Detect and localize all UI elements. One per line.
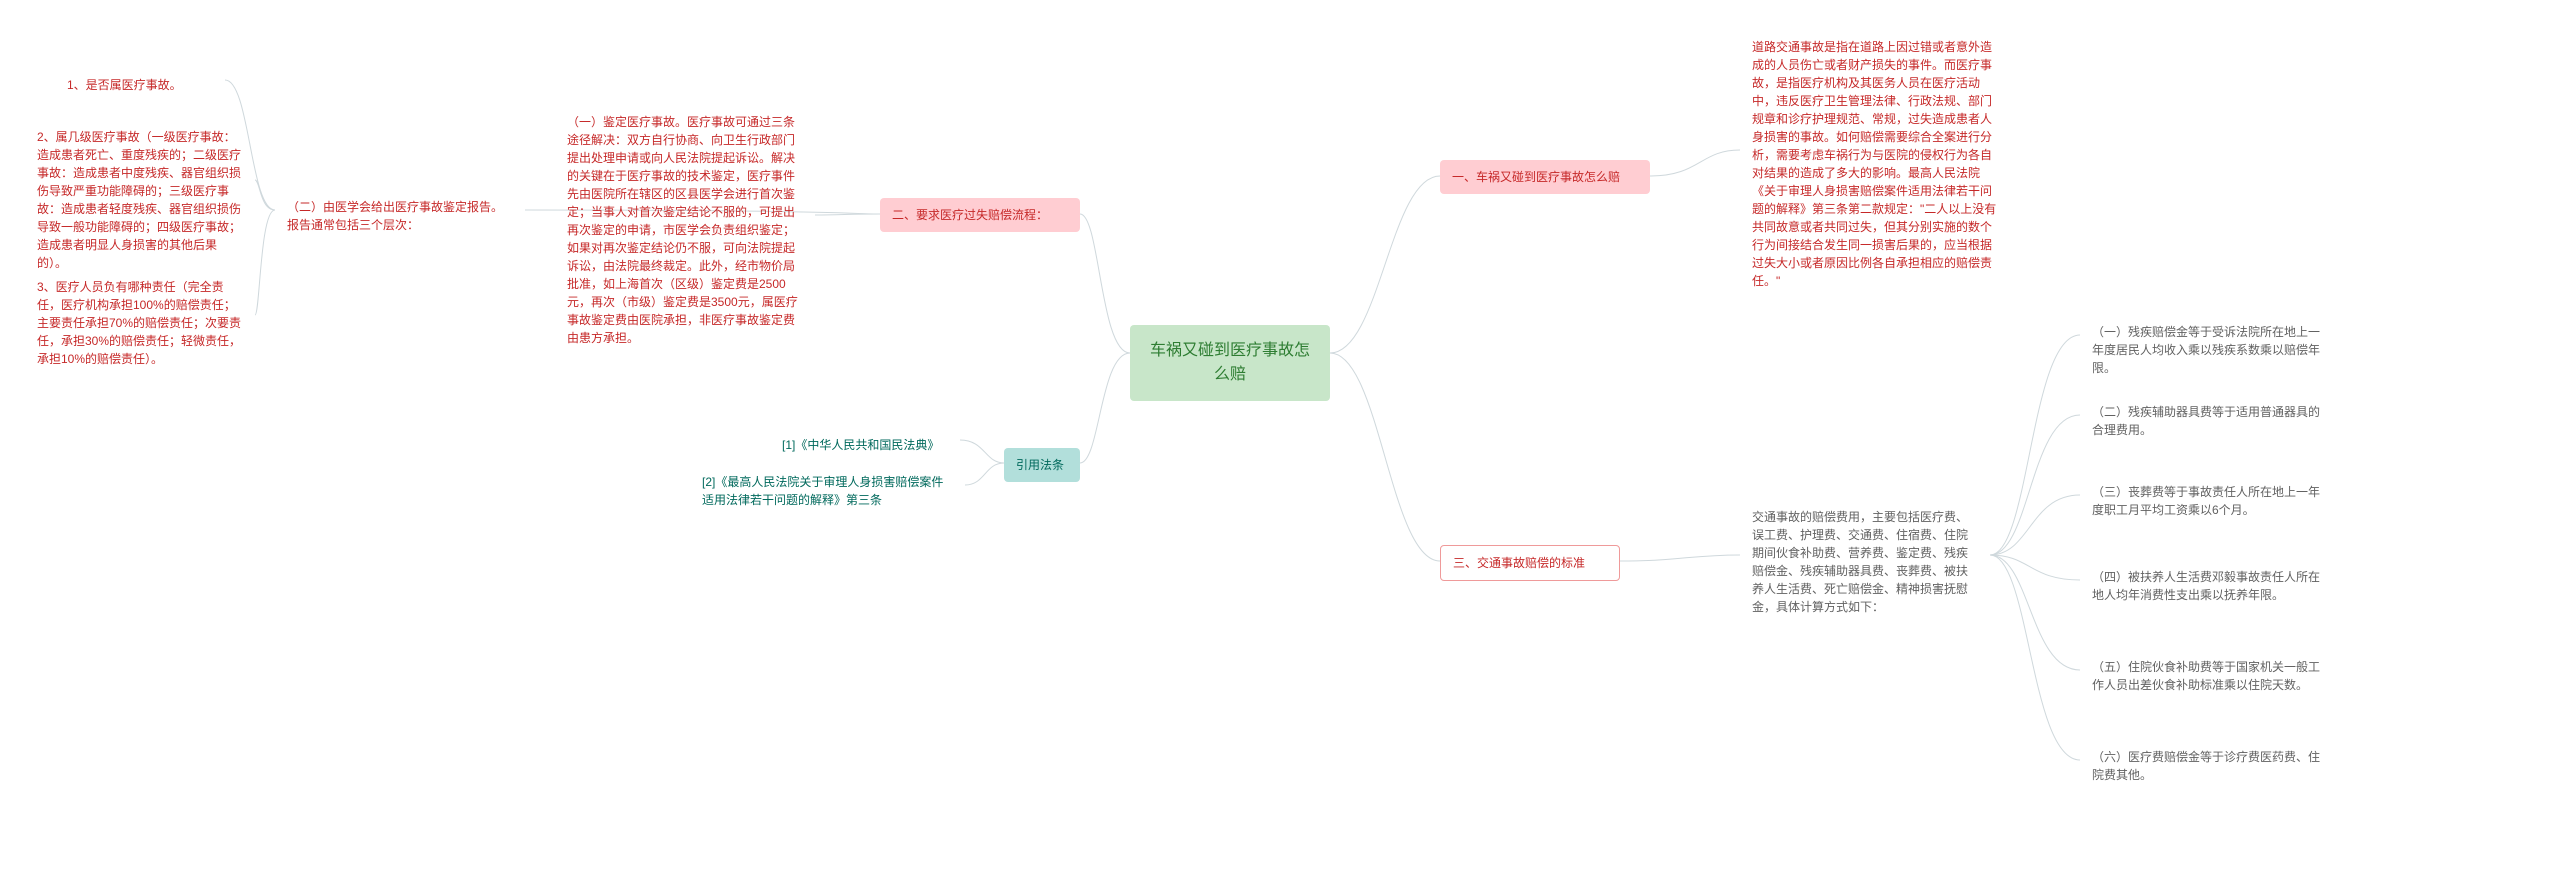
- mindmap-node: 3、医疗人员负有哪种责任（完全责任，医疗机构承担100%的赔偿责任；主要责任承担…: [25, 270, 255, 376]
- mindmap-node: （六）医疗费赔偿金等于诊疗费医药费、住院费其他。: [2080, 740, 2340, 792]
- mindmap-node: （五）住院伙食补助费等于国家机关一般工作人员出差伙食补助标准乘以住院天数。: [2080, 650, 2340, 702]
- mindmap-node: （一）鉴定医疗事故。医疗事故可通过三条途径解决：双方自行协商、向卫生行政部门提出…: [555, 105, 815, 355]
- mindmap-node: 一、车祸又碰到医疗事故怎么赔: [1440, 160, 1650, 194]
- mindmap-root: 车祸又碰到医疗事故怎么赔: [1130, 325, 1330, 401]
- mindmap-node: [2]《最高人民法院关于审理人身损害赔偿案件适用法律若干问题的解释》第三条: [690, 465, 965, 517]
- mindmap-node: （三）丧葬费等于事故责任人所在地上一年度职工月平均工资乘以6个月。: [2080, 475, 2340, 527]
- mindmap-node: 1、是否属医疗事故。: [55, 68, 225, 102]
- mindmap-node: （二）由医学会给出医疗事故鉴定报告。报告通常包括三个层次：: [275, 190, 525, 242]
- mindmap-node: 2、属几级医疗事故（一级医疗事故：造成患者死亡、重度残疾的；二级医疗事故：造成患…: [25, 120, 255, 280]
- mindmap-node: 道路交通事故是指在道路上因过错或者意外造成的人员伤亡或者财产损失的事件。而医疗事…: [1740, 30, 2010, 298]
- mindmap-node: 交通事故的赔偿费用，主要包括医疗费、误工费、护理费、交通费、住宿费、住院期间伙食…: [1740, 500, 1990, 624]
- mindmap-node: 引用法条: [1004, 448, 1080, 482]
- mindmap-node: （四）被扶养人生活费邓毅事故责任人所在地人均年消费性支出乘以抚养年限。: [2080, 560, 2340, 612]
- mindmap-node: [1]《中华人民共和国民法典》: [770, 428, 960, 462]
- mindmap-node: （二）残疾辅助器具费等于适用普通器具的合理费用。: [2080, 395, 2340, 447]
- mindmap-node: （一）残疾赔偿金等于受诉法院所在地上一年度居民人均收入乘以残疾系数乘以赔偿年限。: [2080, 315, 2340, 385]
- mindmap-node: 二、要求医疗过失赔偿流程：: [880, 198, 1080, 232]
- mindmap-node: 三、交通事故赔偿的标准: [1440, 545, 1620, 581]
